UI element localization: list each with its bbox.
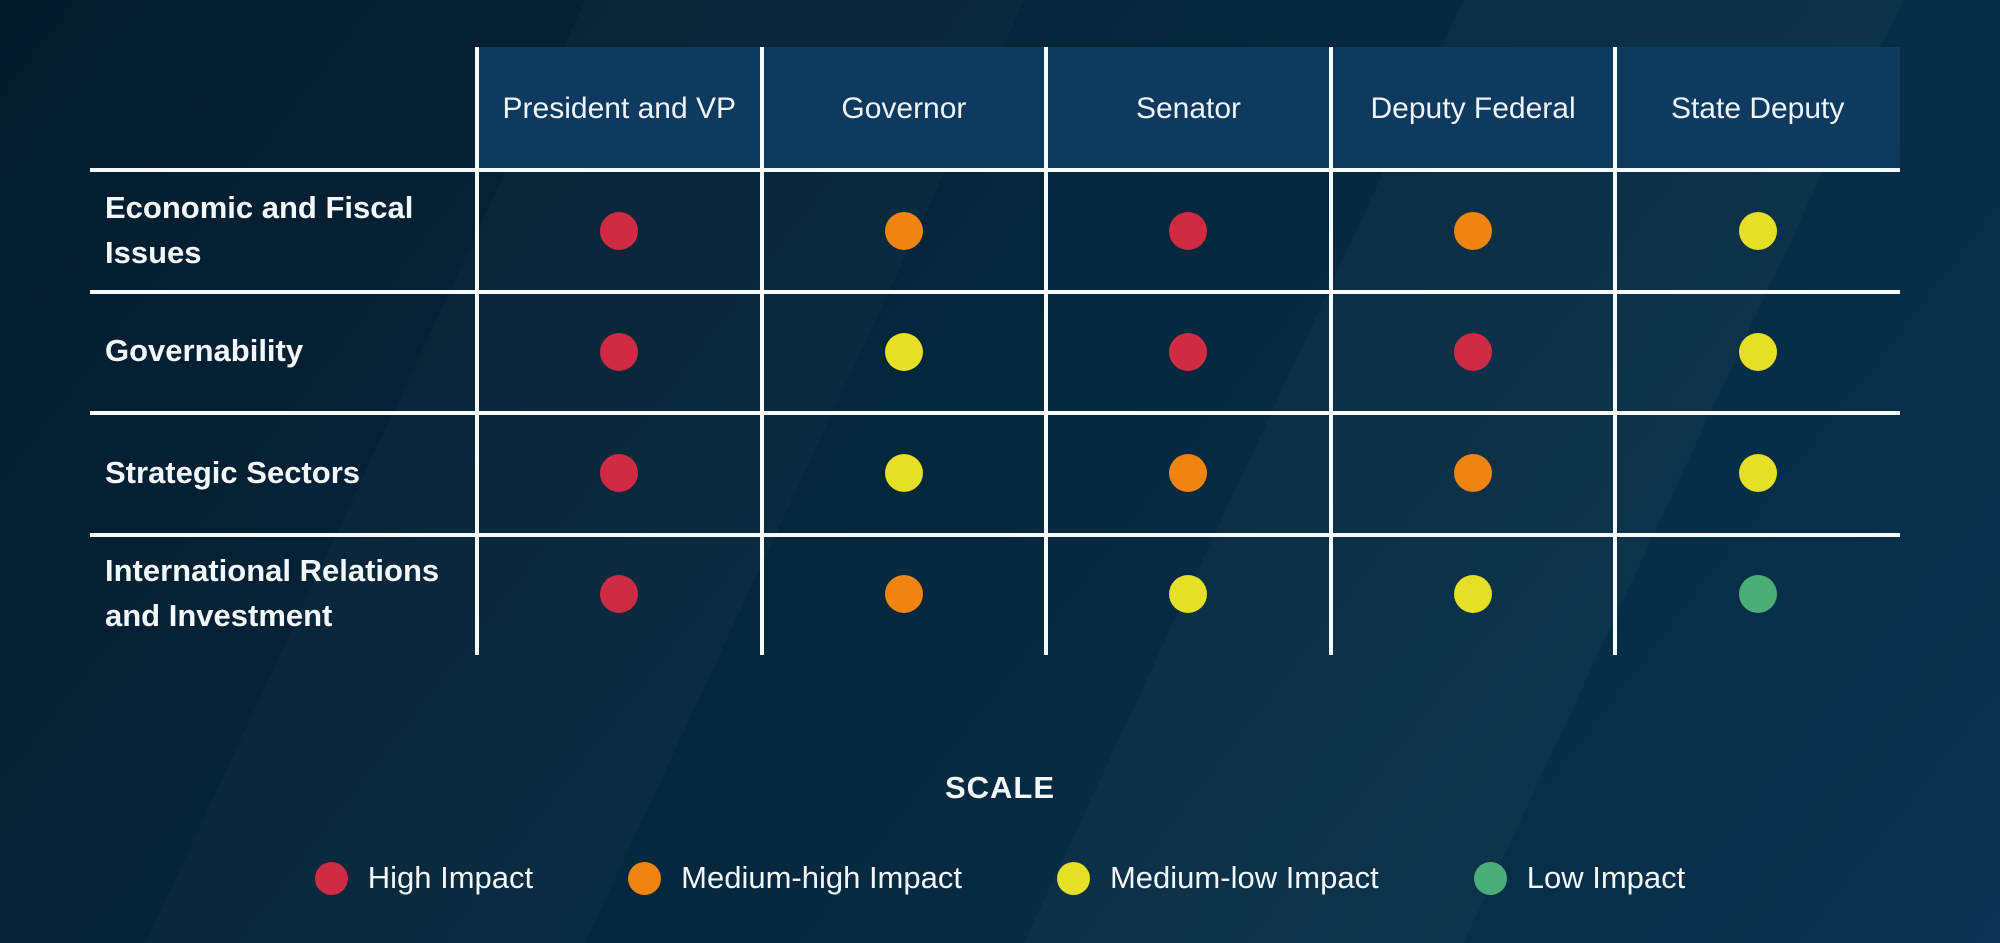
impact-dot-medium-high: [1454, 211, 1493, 250]
row-label-text: Governability: [105, 333, 304, 369]
impact-dot-high: [600, 454, 639, 493]
matrix-cell: [762, 534, 1047, 655]
matrix-cell: [762, 413, 1047, 534]
matrix-cell: [1615, 291, 1900, 412]
impact-dot-medium-low: [1454, 575, 1493, 614]
row-label: Governability: [90, 291, 477, 412]
impact-dot-medium-high: [1169, 454, 1208, 493]
legend-item-label: High Impact: [367, 860, 534, 895]
divider: [1329, 47, 1333, 655]
matrix-cell: [1331, 413, 1616, 534]
impact-dot-medium-low: [1738, 454, 1777, 493]
impact-dot-medium-high: [884, 575, 923, 614]
divider: [90, 411, 1900, 415]
matrix-cell: [1046, 413, 1331, 534]
legend-dot-icon: [628, 861, 662, 895]
header-row: President and VP Governor Senator Deputy Fe…: [477, 47, 1900, 170]
legend-item: High Impact: [314, 860, 534, 896]
column-header: President and VP: [477, 47, 762, 170]
column-header-label: Governor: [841, 91, 967, 125]
impact-dot-medium-low: [884, 332, 923, 371]
divider: [90, 290, 1900, 294]
matrix-cell: [477, 534, 762, 655]
legend: High Impact Medium-high Impact Medium-low …: [0, 860, 2000, 896]
legend-dot-icon: [1473, 861, 1507, 895]
row-label-text: Strategic Sectors: [105, 454, 360, 490]
matrix-cell: [1331, 170, 1616, 291]
column-header-label: State Deputy: [1670, 91, 1845, 125]
matrix-cell: [762, 291, 1047, 412]
impact-dot-high: [600, 332, 639, 371]
divider: [1613, 47, 1617, 655]
impact-dot-high: [1169, 332, 1208, 371]
row-label: Economic and Fiscal Issues: [90, 170, 477, 291]
legend-item-label: Low Impact: [1526, 860, 1686, 895]
matrix-cell: [1046, 291, 1331, 412]
impact-dot-low: [1738, 575, 1777, 614]
impact-dot-medium-high: [884, 211, 923, 250]
matrix-cell: [1615, 534, 1900, 655]
legend-dot-icon: [1056, 861, 1090, 895]
impact-dot-medium-low: [1169, 575, 1208, 614]
matrix-cell: [477, 413, 762, 534]
impact-dot-high: [600, 575, 639, 614]
column-header: Deputy Federal: [1331, 47, 1616, 170]
row-label: Strategic Sectors: [90, 413, 477, 534]
impact-dot-medium-low: [1738, 211, 1777, 250]
matrix-cell: [1615, 170, 1900, 291]
legend-dot-icon: [314, 861, 348, 895]
matrix-cell: [1331, 534, 1616, 655]
divider: [90, 533, 1900, 537]
matrix-cell: [1046, 534, 1331, 655]
matrix-cell: [477, 291, 762, 412]
impact-dot-medium-low: [1738, 332, 1777, 371]
column-header: Governor: [762, 47, 1047, 170]
legend-item: Medium-low Impact: [1056, 860, 1379, 896]
divider: [475, 47, 479, 655]
matrix-body: Economic and Fiscal Issues Governability S…: [90, 170, 1900, 655]
row-label-text: International Relations and Investment: [105, 553, 440, 634]
matrix-cell: [1331, 291, 1616, 412]
column-header-label: Senator: [1135, 91, 1242, 125]
matrix-cell: [762, 170, 1047, 291]
row-label-text: Economic and Fiscal Issues: [105, 189, 414, 270]
legend-item-label: Medium-low Impact: [1109, 860, 1379, 895]
legend-item: Low Impact: [1473, 860, 1686, 896]
column-header: State Deputy: [1615, 47, 1900, 170]
impact-dot-medium-low: [884, 454, 923, 493]
matrix-cell: [1615, 413, 1900, 534]
impact-dot-high: [1454, 332, 1493, 371]
column-header-label: Deputy Federal: [1370, 91, 1576, 125]
row-label: International Relations and Investment: [90, 534, 477, 655]
impact-dot-high: [1169, 211, 1208, 250]
impact-dot-high: [600, 211, 639, 250]
column-header: Senator: [1046, 47, 1331, 170]
legend-title: SCALE: [944, 770, 1056, 805]
divider: [1044, 47, 1048, 655]
impact-dot-medium-high: [1454, 454, 1493, 493]
divider: [90, 168, 1900, 172]
divider: [760, 47, 764, 655]
matrix-cell: [1046, 170, 1331, 291]
matrix-cell: [477, 170, 762, 291]
impact-matrix: President and VP Governor Senator Deputy Fe…: [90, 47, 1900, 655]
legend-item: Medium-high Impact: [628, 860, 962, 896]
legend-item-label: Medium-high Impact: [681, 860, 962, 895]
header-band: [477, 47, 1900, 170]
column-header-label: President and VP: [502, 91, 737, 125]
